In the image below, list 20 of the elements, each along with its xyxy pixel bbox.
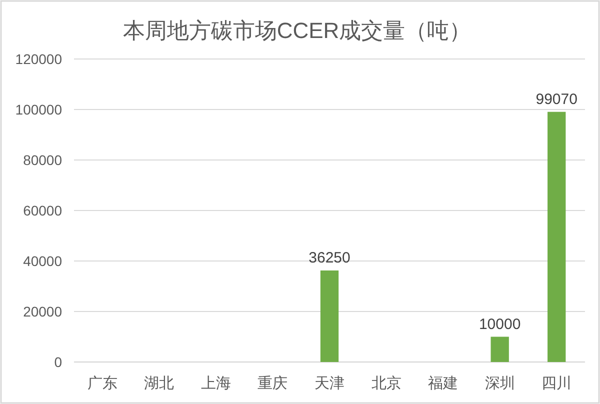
y-tick-label: 100000: [15, 102, 62, 118]
y-tick-label: 80000: [23, 152, 62, 168]
x-tick-label: 上海: [200, 375, 231, 392]
y-tick-label: 60000: [23, 202, 62, 218]
x-tick-label: 天津: [314, 375, 344, 392]
title: 本周地方碳市场CCER成交量（吨）: [122, 18, 472, 43]
x-tick-label: 广东: [87, 375, 118, 392]
x-tick-label: 重庆: [258, 375, 288, 392]
data-label: 99070: [536, 90, 578, 108]
data-label: 36250: [308, 249, 350, 266]
x-tick-label: 四川: [542, 375, 572, 392]
y-tick-label: 20000: [23, 304, 62, 320]
y-tick-label: 40000: [23, 253, 62, 269]
x-tick-label: 湖北: [144, 375, 174, 392]
x-tick-label: 北京: [371, 375, 402, 392]
x-tick-label: 深圳: [484, 375, 515, 392]
y-tick-label: 0: [54, 354, 62, 370]
data-label: 10000: [478, 316, 521, 333]
x-tick-label: 福建: [428, 375, 458, 392]
y-tick-label: 120000: [15, 51, 62, 67]
